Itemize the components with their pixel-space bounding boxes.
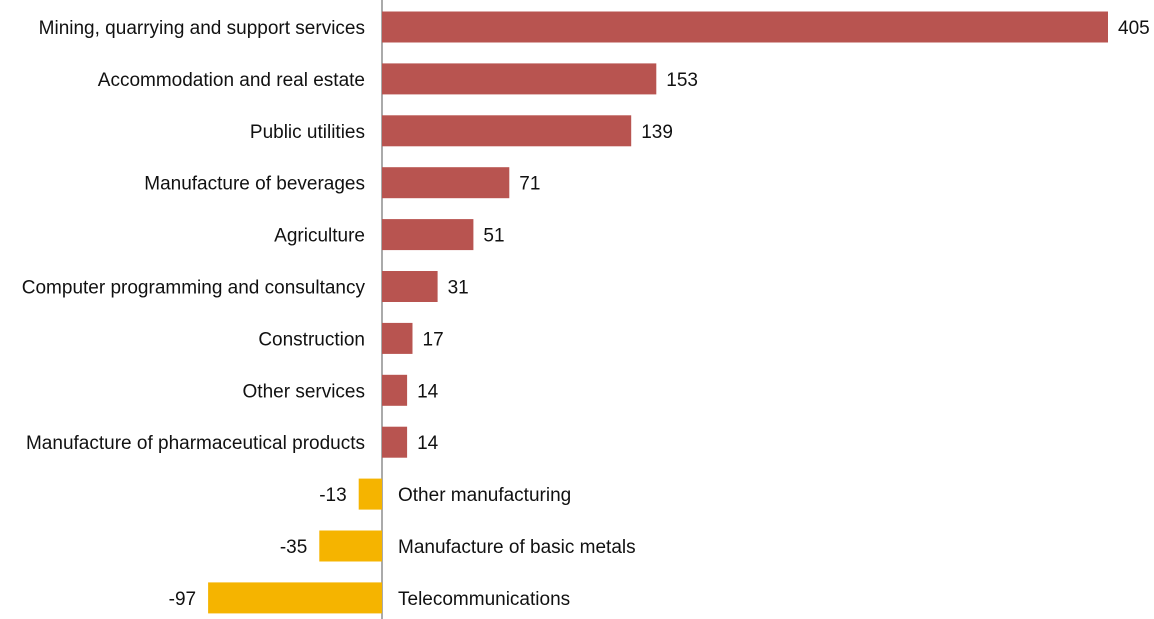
bar-7 [382,374,408,406]
value-label-4: 51 [483,226,504,247]
value-label-1: 153 [666,70,698,91]
bar-1 [382,63,657,95]
category-label-6: Construction [258,329,365,350]
value-label-5: 31 [448,278,469,299]
value-label-3: 71 [519,174,540,195]
category-label-2: Public utilities [250,122,365,143]
bars-group [208,11,1108,614]
bar-0 [382,11,1108,43]
value-label-9: -13 [319,485,346,506]
value-label-7: 14 [417,381,439,402]
category-label-3: Manufacture of beverages [144,174,365,195]
bar-9 [358,478,382,510]
category-label-5: Computer programming and consultancy [22,278,366,299]
category-label-8: Manufacture of pharmaceutical products [26,433,365,454]
bar-5 [382,271,438,302]
category-label-11: Telecommunications [398,589,570,610]
category-label-9: Other manufacturing [398,485,571,506]
category-label-7: Other services [243,381,365,402]
bar-11 [208,582,382,614]
value-label-10: -35 [280,537,307,558]
category-label-0: Mining, quarrying and support services [39,18,365,39]
category-label-4: Agriculture [274,226,365,247]
category-label-1: Accommodation and real estate [98,70,365,91]
value-label-2: 139 [641,122,673,143]
labels-group: Mining, quarrying and support services 40… [22,18,1150,610]
value-label-6: 17 [423,329,444,350]
value-label-11: -97 [169,589,196,610]
bar-10 [319,530,382,562]
bar-2 [382,115,632,147]
value-label-8: 14 [417,433,439,454]
bar-8 [382,426,408,458]
category-label-10: Manufacture of basic metals [398,537,636,558]
bar-3 [382,167,510,199]
bar-4 [382,219,474,251]
bar-6 [382,322,413,354]
value-label-0: 405 [1118,18,1150,39]
